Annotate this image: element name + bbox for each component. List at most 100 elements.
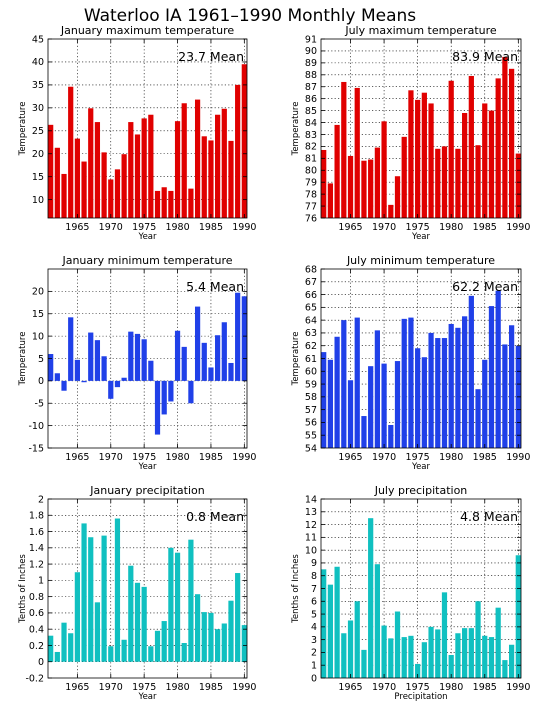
ytick-label: 13 xyxy=(305,507,317,518)
ytick-label: 54 xyxy=(305,443,317,454)
bar-1965 xyxy=(74,359,80,381)
y-axis-label: Tenths of Inches xyxy=(18,554,28,624)
bar-1987 xyxy=(495,78,501,218)
ytick-label: 82 xyxy=(305,142,317,153)
bar-1990 xyxy=(515,555,521,678)
bar-1975 xyxy=(415,348,421,448)
bar-1986 xyxy=(488,637,495,678)
bar-1981 xyxy=(181,103,187,218)
bar-1986 xyxy=(215,335,221,381)
bar-1981 xyxy=(455,327,461,448)
bar-1985 xyxy=(482,359,488,448)
ytick-label: 1.2 xyxy=(29,559,44,570)
bar-1976 xyxy=(148,114,154,218)
xtick-label: 1980 xyxy=(165,222,189,233)
bar-1964 xyxy=(341,633,347,678)
xtick-label: 1990 xyxy=(506,222,530,233)
bar-1987 xyxy=(495,290,501,448)
bar-1961 xyxy=(321,569,327,678)
bar-1962 xyxy=(54,373,60,381)
ytick-label: 80 xyxy=(305,166,317,177)
ytick-label: 10 xyxy=(32,331,44,342)
ytick-label: 81 xyxy=(305,154,317,165)
bar-1982 xyxy=(188,539,194,662)
ytick-label: 77 xyxy=(305,201,317,212)
bar-1970 xyxy=(108,646,114,662)
bar-1969 xyxy=(101,356,107,381)
bar-1972 xyxy=(121,377,127,381)
bar-1982 xyxy=(188,188,194,218)
xtick-label: 1970 xyxy=(372,682,396,693)
bar-1983 xyxy=(468,628,474,678)
bar-1989 xyxy=(235,84,241,219)
ytick-label: 25 xyxy=(32,126,44,137)
ytick-label: 12 xyxy=(305,520,317,531)
xtick-label: 1965 xyxy=(65,222,89,233)
x-axis-label: Year xyxy=(138,692,158,702)
ytick-label: 79 xyxy=(305,178,317,189)
bar-1964 xyxy=(341,81,347,219)
bar-1990 xyxy=(515,153,521,218)
bar-1979 xyxy=(441,146,448,218)
ytick-label: -10 xyxy=(28,421,44,432)
ytick-label: 66 xyxy=(305,290,317,301)
bar-1978 xyxy=(435,629,441,678)
ytick-label: -15 xyxy=(28,443,44,454)
ytick-label: 55 xyxy=(305,431,317,442)
bar-1985 xyxy=(482,635,488,678)
ytick-label: 0 xyxy=(38,376,44,387)
bar-1990 xyxy=(241,296,247,381)
x-axis-label: Precipitation xyxy=(394,692,447,702)
xtick-label: 1965 xyxy=(338,222,362,233)
ytick-label: 40 xyxy=(32,57,44,68)
bar-1965 xyxy=(74,138,80,218)
ytick-label: 5 xyxy=(311,609,317,620)
ytick-label: 35 xyxy=(32,80,44,91)
xtick-label: 1965 xyxy=(338,452,362,463)
xtick-label: 1985 xyxy=(199,222,223,233)
bar-1977 xyxy=(428,626,434,678)
ytick-label: 87 xyxy=(305,82,317,93)
bar-1971 xyxy=(114,518,121,662)
ytick-label: 5 xyxy=(38,354,44,365)
ytick-label: 20 xyxy=(32,287,44,298)
ytick-label: 2 xyxy=(38,494,44,505)
bar-1984 xyxy=(475,145,481,218)
panel-jan-precip: -0.2 0 0.2 0.4 0.6 0.8 1 1.2 1.4 1.6 1.8 2 1965 1970 1… xyxy=(18,484,256,702)
bar-1979 xyxy=(168,380,174,402)
bar-1984 xyxy=(475,389,481,448)
ytick-label: 15 xyxy=(32,309,44,320)
bar-1989 xyxy=(508,325,515,448)
bar-1966 xyxy=(81,161,87,218)
bar-1972 xyxy=(394,361,401,448)
ytick-label: -5 xyxy=(35,399,44,410)
bar-1978 xyxy=(161,621,167,662)
bar-1982 xyxy=(188,380,194,404)
bar-1968 xyxy=(368,159,374,218)
bar-1985 xyxy=(208,140,214,218)
ytick-label: 20 xyxy=(32,149,44,160)
bar-1964 xyxy=(68,317,74,381)
ytick-label: 10 xyxy=(32,195,44,206)
panel-title: January precipitation xyxy=(89,484,205,497)
bar-1979 xyxy=(168,547,174,662)
ytick-label: 1 xyxy=(311,661,317,672)
bar-1961 xyxy=(48,124,54,218)
bar-1977 xyxy=(428,332,434,448)
bar-1985 xyxy=(208,612,214,662)
bar-1978 xyxy=(435,338,441,448)
mean-label: 5.4 Mean xyxy=(186,279,244,294)
y-axis-label: Temperature xyxy=(18,102,28,157)
ytick-label: 90 xyxy=(305,46,317,57)
ytick-label: 0 xyxy=(311,673,317,684)
xtick-label: 1970 xyxy=(99,682,123,693)
bar-1975 xyxy=(141,339,147,381)
bar-1990 xyxy=(241,625,247,662)
bar-1982 xyxy=(462,112,468,218)
bar-1988 xyxy=(228,362,234,381)
ytick-label: 57 xyxy=(305,405,317,416)
bar-1984 xyxy=(475,601,481,678)
xtick-label: 1990 xyxy=(232,682,256,693)
